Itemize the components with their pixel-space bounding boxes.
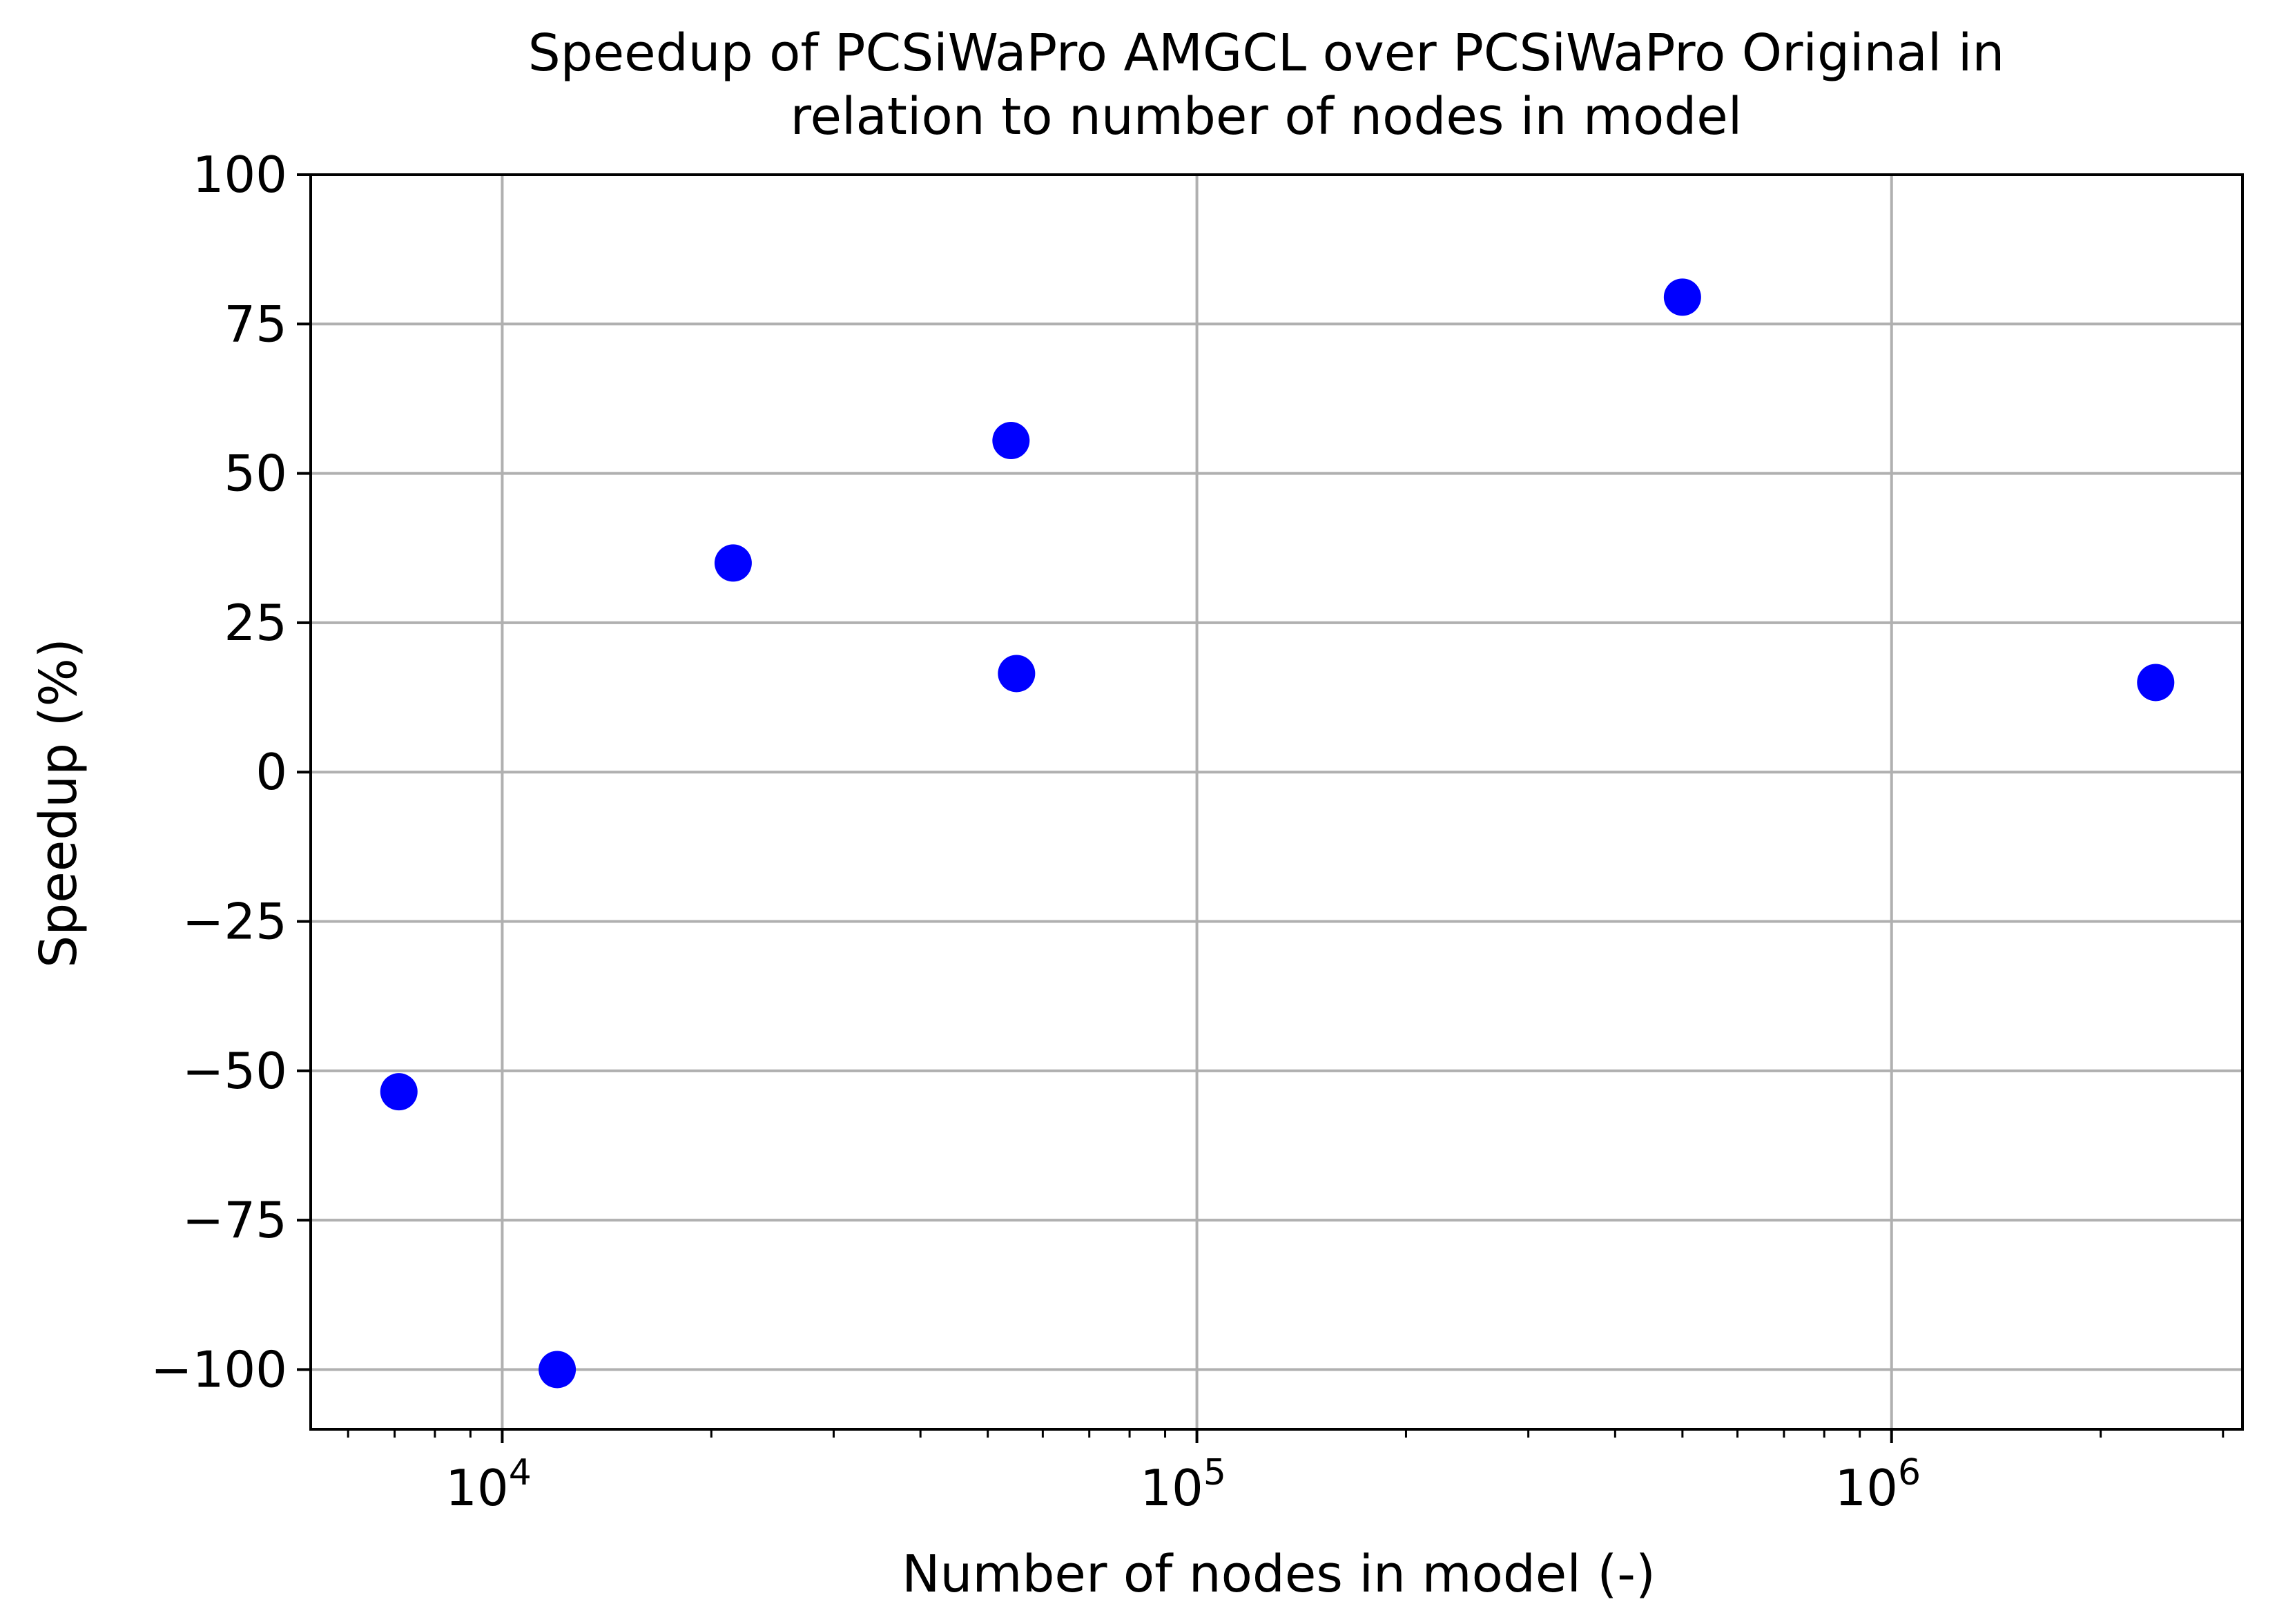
- data-point: [539, 1351, 576, 1389]
- x-tick-label: 104: [445, 1452, 532, 1517]
- y-tick-label: 100: [193, 146, 287, 204]
- y-tick-label: 75: [224, 295, 287, 353]
- x-tick-label: 106: [1834, 1452, 1921, 1517]
- y-tick-label: −50: [182, 1042, 287, 1100]
- chart-title-line-2: relation to number of nodes in model: [791, 87, 1743, 146]
- plot-area-frame: [309, 173, 2244, 1431]
- data-point: [992, 422, 1030, 460]
- y-tick-label: −25: [182, 893, 287, 951]
- y-tick-label: 25: [224, 594, 287, 652]
- data-point: [2137, 664, 2175, 702]
- x-tick-label: 105: [1140, 1452, 1226, 1517]
- grid: [311, 173, 2242, 1429]
- data-points: [380, 278, 2175, 1389]
- data-point: [714, 544, 752, 582]
- data-point: [380, 1073, 418, 1111]
- data-point: [1663, 278, 1701, 316]
- y-axis-label: Speedup (%): [29, 638, 88, 967]
- data-point: [998, 655, 1036, 693]
- y-tick-label: −100: [151, 1340, 287, 1398]
- axis-ticks: 100 75 50 25 0 −25 −50 −75 −100 104 105 106: [151, 146, 2225, 1517]
- chart-title-line-1: Speedup of PCSiWaPro AMGCL over PCSiWaPr…: [528, 23, 2005, 83]
- y-tick-label: 0: [255, 743, 287, 801]
- x-axis-label: Number of nodes in model (-): [902, 1545, 1656, 1604]
- y-tick-label: −75: [182, 1191, 287, 1249]
- y-tick-label: 50: [224, 445, 287, 503]
